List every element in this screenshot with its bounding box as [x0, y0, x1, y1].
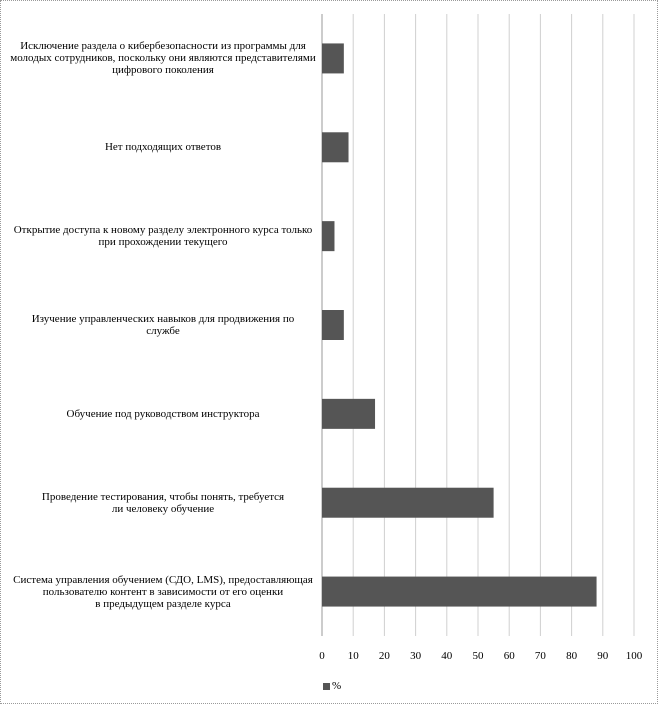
category-label: Нет подходящих ответов: [104, 141, 222, 154]
category-label: Проведение тестирования, чтобы понять, т…: [41, 490, 285, 515]
x-axis-ticks: 0 10 20 30 40 50 60 70 80 90 100: [319, 650, 643, 662]
category-label: Обучение под руководством инструктора: [66, 407, 260, 420]
x-tick-label: 70: [535, 650, 547, 662]
x-tick-label: 20: [379, 650, 391, 662]
x-tick-label: 10: [348, 650, 360, 662]
category-label: Изучение управленческих навыков для прод…: [31, 313, 295, 337]
legend-swatch: [323, 682, 330, 690]
x-tick-label: 40: [441, 650, 453, 662]
category-label: Открытие доступа к новому разделу электр…: [13, 224, 313, 249]
legend-label: %: [332, 680, 342, 692]
bar: [322, 132, 349, 163]
x-tick-label: 60: [504, 650, 516, 662]
bar: [322, 398, 376, 429]
category-label: Исключение раздела о кибербезопасности и…: [10, 40, 316, 77]
x-tick-label: 0: [319, 650, 325, 662]
category-label: Система управления обучением (СДО, LMS),…: [13, 573, 313, 610]
x-tick-label: 80: [566, 650, 578, 662]
x-tick-label: 30: [410, 650, 422, 662]
bar: [322, 576, 597, 607]
bar: [322, 221, 335, 252]
x-tick-label: 50: [473, 650, 485, 662]
bar: [322, 43, 344, 74]
bar: [322, 487, 494, 518]
x-tick-label: 100: [626, 650, 643, 662]
bars: [322, 43, 597, 607]
legend: %: [323, 680, 341, 692]
bar: [322, 310, 344, 340]
gridlines: [321, 14, 635, 636]
x-tick-label: 90: [597, 650, 609, 662]
